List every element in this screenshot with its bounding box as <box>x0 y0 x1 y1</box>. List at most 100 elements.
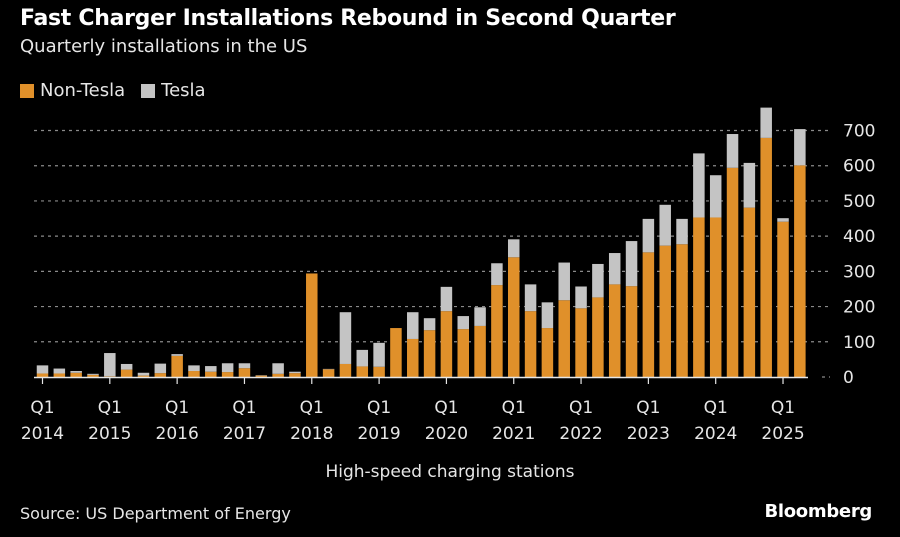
bar-tesla <box>53 368 66 374</box>
bar-non-tesla <box>390 328 402 377</box>
bar-tesla <box>221 363 234 373</box>
bar-non-tesla <box>592 297 604 377</box>
x-tick-label-year: 2016 <box>156 424 199 444</box>
bar-tesla <box>36 365 49 374</box>
x-tick-label-quarter: Q1 <box>636 398 660 418</box>
x-tick-label-year: 2015 <box>88 424 131 444</box>
y-tick-label: 300 <box>843 262 875 282</box>
bar-tesla <box>676 218 688 245</box>
bar-non-tesla <box>726 167 739 377</box>
bar-tesla <box>104 353 116 377</box>
bar-tesla <box>171 354 183 356</box>
legend-label-non-tesla: Non-Tesla <box>40 80 126 101</box>
bar-tesla <box>794 129 806 166</box>
bar-non-tesla <box>794 165 806 377</box>
bar-non-tesla <box>53 373 66 377</box>
bar-tesla <box>457 316 469 330</box>
bar-non-tesla <box>356 366 369 377</box>
gridlines <box>34 129 830 378</box>
bar-non-tesla <box>137 375 150 377</box>
bar-tesla <box>356 349 369 367</box>
bar-tesla <box>407 312 419 339</box>
x-tick-label-quarter: Q1 <box>434 398 458 418</box>
legend: Non-Tesla Tesla <box>20 80 222 101</box>
legend-item-non-tesla: Non-Tesla <box>20 80 125 101</box>
bar-non-tesla <box>221 372 234 377</box>
x-tick-label-year: 2020 <box>425 424 468 444</box>
bar-tesla <box>440 286 453 312</box>
x-tick-label-quarter: Q1 <box>300 398 324 418</box>
bar-non-tesla <box>760 137 772 377</box>
y-tick-label: 600 <box>843 157 875 177</box>
bar-tesla <box>238 363 251 369</box>
bar-non-tesla <box>558 300 570 377</box>
bar-tesla <box>743 162 756 208</box>
bar-non-tesla <box>524 311 537 377</box>
bar-non-tesla <box>188 371 200 377</box>
bar-tesla <box>659 204 671 246</box>
bar-non-tesla <box>120 369 133 377</box>
bar-non-tesla <box>608 284 621 377</box>
bar-non-tesla <box>474 325 486 377</box>
bar-non-tesla <box>457 329 469 377</box>
bar-non-tesla <box>575 308 587 377</box>
x-tick-label-quarter: Q1 <box>569 398 593 418</box>
bar-non-tesla <box>87 374 99 377</box>
bar-tesla <box>558 262 570 301</box>
bar-tesla <box>474 307 486 326</box>
bar-tesla <box>507 239 520 258</box>
bar-tesla <box>625 241 638 287</box>
x-tick-label-quarter: Q1 <box>367 398 391 418</box>
bar-tesla <box>524 284 537 312</box>
y-tick-label: 700 <box>843 122 875 142</box>
bar-non-tesla <box>104 376 116 377</box>
bar-non-tesla <box>507 257 520 377</box>
bar-tesla <box>154 363 167 374</box>
bar-tesla <box>726 134 739 168</box>
bar-tesla <box>70 371 82 373</box>
x-tick-labels: Q1 2014 Q1 2015 Q1 2016 Q1 2017 Q1 2018 Q1 2019 Q1 20… <box>21 377 805 444</box>
x-tick-label-year: 2022 <box>559 424 602 444</box>
legend-swatch-non-tesla <box>20 83 34 98</box>
x-axis-title: High-speed charging stations <box>325 462 575 482</box>
bar-non-tesla <box>154 373 167 377</box>
bar-non-tesla <box>272 373 284 377</box>
bar-non-tesla <box>642 252 655 377</box>
bar-non-tesla <box>777 221 789 377</box>
x-tick-label-year: 2018 <box>290 424 333 444</box>
x-tick-label-quarter: Q1 <box>165 398 189 418</box>
x-tick-label-year: 2023 <box>627 424 670 444</box>
bar-tesla <box>760 107 772 138</box>
y-tick-label: 200 <box>843 298 875 318</box>
bars <box>36 107 806 377</box>
bar-non-tesla <box>373 366 385 377</box>
y-tick-label: 100 <box>843 333 875 353</box>
bar-tesla <box>541 302 554 329</box>
bar-non-tesla <box>36 373 49 377</box>
x-tick-label-quarter: Q1 <box>232 398 256 418</box>
bar-non-tesla <box>440 311 453 377</box>
bar-non-tesla <box>171 355 183 377</box>
bar-non-tesla <box>306 273 318 377</box>
bar-non-tesla <box>289 373 301 377</box>
bar-tesla <box>272 363 284 374</box>
bar-tesla <box>608 253 621 285</box>
y-tick-label: 0 <box>843 368 854 388</box>
bar-non-tesla <box>205 371 217 377</box>
bar-non-tesla <box>491 285 503 377</box>
bar-tesla <box>709 175 722 218</box>
x-tick-label-year: 2019 <box>357 424 400 444</box>
y-tick-label: 500 <box>843 192 875 212</box>
x-tick-label-year: 2021 <box>492 424 535 444</box>
y-axis: 0 100 200 300 400 500 600 700 <box>843 122 875 389</box>
bar-non-tesla <box>709 217 722 377</box>
bar-non-tesla <box>423 330 436 377</box>
bar-tesla <box>423 318 436 331</box>
x-tick-label-quarter: Q1 <box>30 398 54 418</box>
bar-non-tesla <box>407 338 419 377</box>
x-tick-label-year: 2024 <box>694 424 737 444</box>
bar-non-tesla <box>238 368 251 377</box>
legend-swatch-tesla <box>141 83 156 98</box>
legend-label-tesla: Tesla <box>161 80 206 101</box>
